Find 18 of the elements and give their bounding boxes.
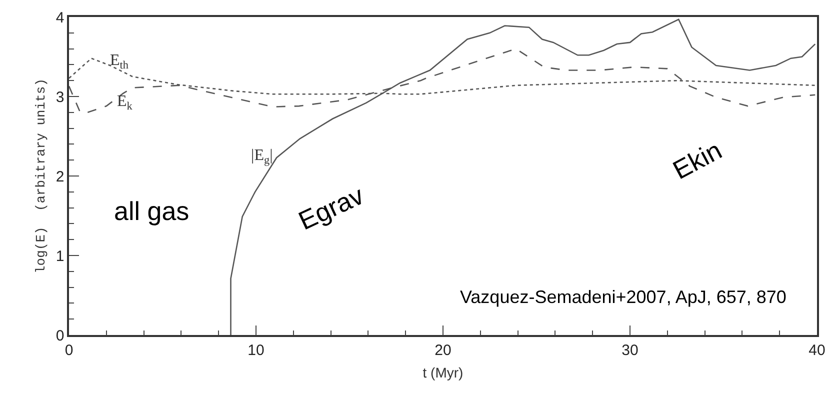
annotation: Egrav — [294, 180, 368, 236]
y-tick-label: 0 — [56, 327, 64, 344]
annotation: E$_{k}$ — [117, 93, 133, 112]
annotation: E$_{th}$ — [110, 52, 129, 72]
annotation: Vazquez-Semadeni+2007, ApJ, 657, 870 — [460, 287, 786, 307]
x-tick-label: 40 — [808, 342, 826, 359]
annotation: Ekin — [668, 134, 727, 186]
annotation: |E$_{g}$| — [251, 147, 273, 166]
y-tick-label: 4 — [56, 9, 64, 26]
annotation: all gas — [114, 196, 190, 226]
y-tick-label: 1 — [56, 248, 64, 265]
x-tick-label: 10 — [248, 342, 264, 359]
y-axis-title: log(E) (arbitrary units) — [33, 78, 48, 274]
y-tick-label: 2 — [56, 168, 64, 186]
x-tick-label: 20 — [434, 342, 452, 359]
x-axis-title: t (Myr) — [422, 364, 464, 381]
y-tick-label: 3 — [56, 88, 64, 106]
x-tick-label: 30 — [622, 342, 638, 359]
